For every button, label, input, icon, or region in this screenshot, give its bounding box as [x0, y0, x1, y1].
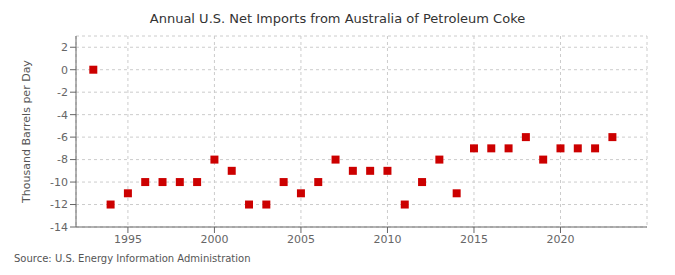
svg-text:2: 2	[61, 41, 68, 54]
svg-text:Thousand Barrels per Day: Thousand Barrels per Day	[20, 60, 33, 204]
svg-text:2005: 2005	[287, 233, 315, 246]
svg-text:2020: 2020	[546, 233, 574, 246]
svg-text:2000: 2000	[200, 233, 228, 246]
html-text:Source: U.S. Energy Informatio: Source: U.S. Energy Information Administ…	[14, 253, 251, 264]
svg-text:-10: -10	[50, 176, 68, 189]
svg-text:2015: 2015	[460, 233, 488, 246]
svg-text:-4: -4	[57, 109, 68, 122]
svg-text:-6: -6	[57, 131, 68, 144]
svg-text:-2: -2	[57, 86, 68, 99]
svg-text:-8: -8	[57, 153, 68, 166]
svg-text:-12: -12	[50, 198, 68, 211]
svg-text:1995: 1995	[114, 233, 142, 246]
svg-text:2010: 2010	[373, 233, 401, 246]
svg-text:0: 0	[61, 64, 68, 77]
html-text:Annual U.S. Net Imports from A: Annual U.S. Net Imports from Australia o…	[149, 11, 526, 26]
svg-text:-14: -14	[50, 221, 68, 234]
